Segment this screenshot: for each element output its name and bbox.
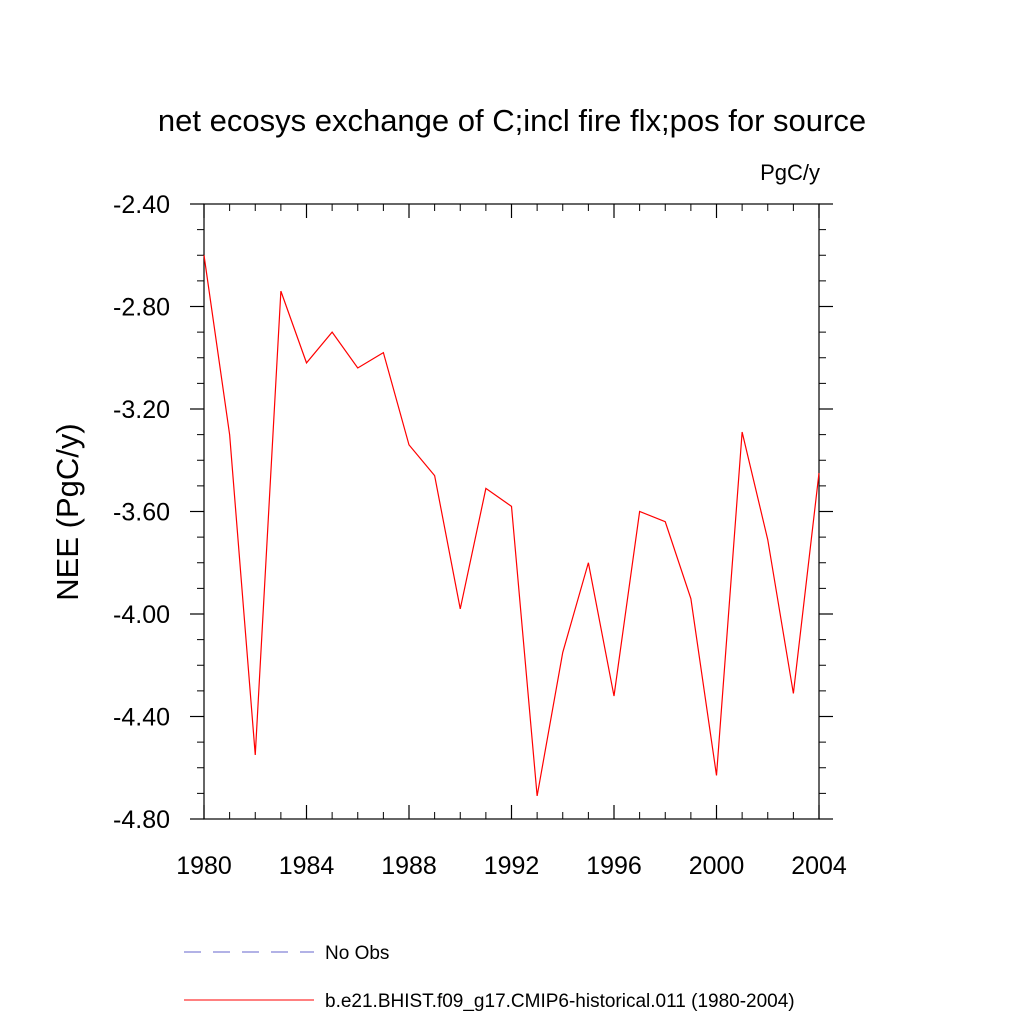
series-layer	[203, 255, 820, 797]
x-tick-label: 1984	[279, 852, 335, 880]
legend: No Obs b.e21.BHIST.f09_g17.CMIP6-historic…	[184, 943, 795, 1012]
y-tick-label: -3.20	[113, 396, 170, 424]
y-tick-label: -2.40	[113, 191, 170, 219]
series-line	[203, 255, 820, 797]
chart-title: net ecosys exchange of C;incl fire flx;p…	[158, 103, 866, 138]
legend-label: No Obs	[325, 943, 389, 964]
x-tick-label: 1996	[586, 852, 642, 880]
x-tick-label: 1988	[381, 852, 437, 880]
y-tick-label: -4.40	[113, 704, 170, 732]
y-tick-label: -3.60	[113, 499, 170, 527]
y-tick-label: -4.80	[113, 806, 170, 834]
x-tick-label: 1992	[484, 852, 540, 880]
y-tick-label: -4.00	[113, 601, 170, 629]
x-tick-label: 2004	[791, 852, 847, 880]
legend-label: b.e21.BHIST.f09_g17.CMIP6-historical.011…	[325, 991, 795, 1012]
y-tick-label: -2.80	[113, 294, 170, 322]
y-axis-label: NEE (PgC/y)	[50, 423, 85, 600]
x-tick-label: 2000	[689, 852, 745, 880]
units-label: PgC/y	[760, 160, 820, 185]
x-tick-label: 1980	[176, 852, 232, 880]
axis-ticks: 1980 1984 1988 1992 1996 2000 2004 -2.40 -2.80 -3…	[113, 191, 847, 880]
